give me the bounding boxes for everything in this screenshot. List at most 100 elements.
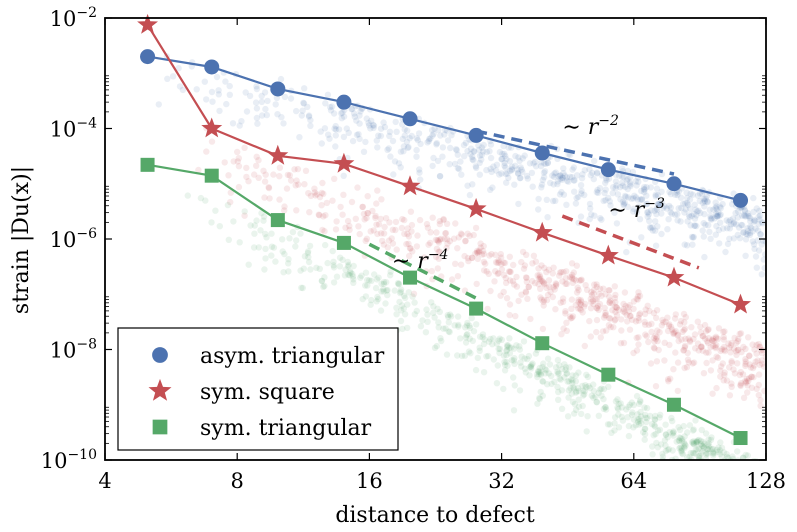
cloud-point — [713, 212, 720, 219]
cloud-point — [261, 89, 269, 96]
cloud-point — [613, 304, 620, 311]
cloud-point — [502, 279, 510, 287]
cloud-point — [306, 242, 314, 250]
cloud-point — [595, 389, 602, 396]
cloud-point — [572, 378, 579, 385]
cloud-point — [480, 250, 488, 258]
data-series — [137, 13, 751, 446]
cloud-point — [720, 333, 727, 341]
cloud-point — [497, 292, 504, 299]
cloud-point — [594, 189, 602, 196]
cloud-point — [679, 450, 687, 458]
cloud-point — [397, 317, 405, 325]
cloud-point — [253, 217, 260, 224]
cloud-point — [405, 289, 412, 296]
cloud-point — [577, 182, 585, 189]
cloud-point — [487, 335, 494, 343]
cloud-point — [635, 421, 643, 428]
cloud-point — [689, 449, 697, 457]
cloud-point — [430, 154, 437, 162]
cloud-point — [511, 382, 518, 389]
cloud-point — [402, 294, 409, 301]
cloud-point — [746, 361, 753, 368]
cloud-point — [750, 208, 757, 216]
cloud-point — [637, 310, 644, 317]
cloud-point — [411, 299, 418, 306]
cloud-point — [742, 362, 749, 370]
cloud-point — [647, 184, 654, 191]
cloud-point — [722, 485, 728, 491]
cloud-point — [538, 184, 545, 191]
cloud-point — [431, 344, 439, 351]
cloud-point — [284, 171, 292, 179]
cloud-point — [566, 173, 574, 181]
cloud-point — [367, 228, 374, 235]
cloud-point — [540, 169, 548, 176]
cloud-point — [762, 251, 766, 258]
cloud-point — [332, 226, 340, 233]
cloud-point — [488, 168, 495, 176]
cloud-point — [527, 363, 535, 370]
cloud-point — [397, 148, 405, 155]
cloud-point — [708, 336, 716, 344]
cloud-point — [344, 217, 352, 225]
cloud-point — [613, 220, 621, 227]
cloud-point — [564, 413, 572, 420]
data-point — [267, 144, 289, 165]
cloud-point — [512, 162, 519, 169]
cloud-point — [615, 306, 622, 314]
cloud-point — [262, 255, 269, 262]
cloud-point — [541, 168, 549, 175]
cloud-point — [650, 309, 658, 317]
cloud-point — [683, 189, 690, 196]
cloud-point — [684, 429, 691, 436]
cloud-point — [671, 191, 679, 198]
cloud-point — [630, 401, 637, 409]
cloud-point — [587, 305, 595, 312]
cloud-point — [322, 212, 329, 219]
cloud-point — [598, 216, 605, 223]
cloud-point — [720, 377, 727, 384]
data-point — [730, 293, 751, 314]
cloud-point — [511, 281, 518, 288]
cloud-point — [492, 259, 500, 266]
cloud-point — [755, 247, 763, 254]
cloud-point — [757, 402, 764, 409]
cloud-point — [389, 137, 397, 145]
cloud-point — [691, 215, 699, 222]
cloud-point — [676, 434, 683, 441]
cloud-point — [741, 211, 748, 219]
cloud-point — [478, 144, 486, 151]
cloud-point — [687, 462, 693, 468]
cloud-point — [521, 365, 529, 372]
slope-annotation: ∼ r−2 — [562, 113, 619, 140]
cloud-point — [368, 277, 375, 284]
cloud-point — [527, 363, 535, 370]
cloud-point — [649, 227, 656, 234]
cloud-point — [682, 442, 689, 449]
cloud-point — [432, 253, 440, 260]
cloud-point — [536, 368, 543, 375]
cloud-point — [681, 444, 688, 452]
cloud-point — [652, 218, 659, 225]
cloud-point — [503, 358, 510, 366]
cloud-point — [531, 279, 539, 287]
cloud-point — [557, 299, 564, 306]
cloud-point — [397, 288, 404, 295]
cloud-point — [350, 279, 357, 286]
cloud-point — [424, 224, 432, 231]
cloud-point — [471, 148, 478, 155]
cloud-point — [597, 215, 604, 222]
cloud-point — [679, 328, 686, 335]
cloud-point — [340, 191, 347, 198]
cloud-point — [461, 252, 468, 260]
cloud-point — [329, 197, 336, 204]
cloud-point — [607, 315, 614, 322]
cloud-point — [395, 160, 403, 167]
cloud-point — [731, 461, 737, 467]
cloud-point — [664, 434, 671, 441]
cloud-point — [555, 172, 562, 180]
cloud-point — [338, 115, 345, 122]
cloud-point — [553, 281, 560, 288]
cloud-point — [628, 399, 635, 406]
